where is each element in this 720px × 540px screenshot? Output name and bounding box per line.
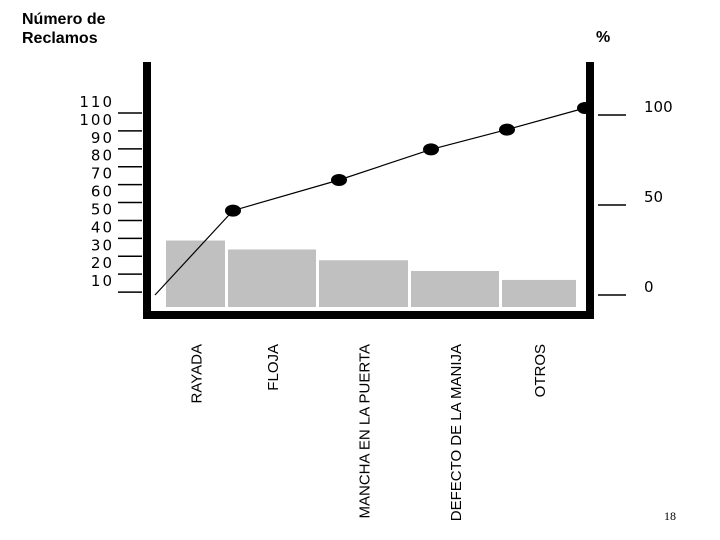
y-tick-label: 10: [91, 272, 114, 290]
bar: [411, 270, 499, 307]
cumulative-point: [225, 204, 241, 217]
bar: [228, 249, 316, 307]
bar: [319, 260, 408, 307]
x-tick-label: DEFECTO DE LA MANIJA: [448, 344, 465, 521]
x-tick-label: FLOJA: [265, 344, 282, 391]
x-tick-label: RAYADA: [189, 344, 206, 403]
cumulative-point: [577, 102, 593, 114]
y2-axis-title: %: [596, 29, 611, 46]
x-tick-label: MANCHA EN LA PUERTA: [357, 344, 374, 519]
cumulative-line: [154, 107, 586, 296]
cumulative-point: [423, 143, 439, 156]
y-tick-label: 110: [79, 93, 114, 111]
y-tick-label: 100: [79, 111, 114, 129]
slide-number: 18: [664, 509, 676, 523]
y-tick-label: 30: [91, 236, 114, 254]
y-tick-label: 20: [91, 254, 114, 272]
bar: [502, 279, 576, 307]
y2-tick-label: 50: [644, 188, 663, 206]
y-tick-label: 50: [91, 200, 114, 218]
cumulative-point: [499, 123, 515, 136]
y-tick-label: 60: [91, 183, 114, 201]
y2-tick-label: 100: [644, 98, 673, 116]
y2-tick-label: 0: [644, 278, 654, 296]
x-tick-label: OTROS: [532, 344, 549, 397]
y-tick-label: 80: [91, 147, 114, 165]
y-tick-label: 40: [91, 218, 114, 236]
y-tick-label: 90: [91, 129, 114, 147]
cumulative-point: [331, 174, 347, 186]
y-axis-title: Número de Reclamos: [22, 11, 106, 47]
y-tick-label: 70: [91, 165, 114, 183]
